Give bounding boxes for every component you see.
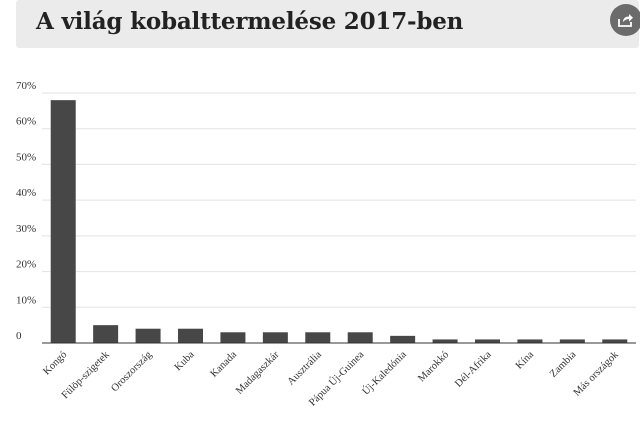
- bar: [50, 100, 76, 344]
- bar: [305, 332, 331, 343]
- bar: [602, 339, 628, 343]
- y-tick-label: 70%: [16, 80, 36, 92]
- y-tick-label: 40%: [16, 187, 36, 199]
- share-button[interactable]: [610, 4, 640, 36]
- bar: [432, 339, 458, 343]
- bar: [262, 332, 288, 343]
- bar: [178, 328, 203, 343]
- bars: [50, 100, 628, 344]
- x-tick-label: Kanada: [209, 349, 240, 380]
- bar: [559, 339, 585, 343]
- x-tick-label: Marokkó: [416, 349, 451, 384]
- y-tick-label: 0: [16, 330, 22, 342]
- share-icon: [618, 14, 633, 27]
- x-tick-label: Más országok: [572, 349, 622, 399]
- x-tick-label: Új-Kaledónia: [360, 348, 409, 397]
- chart-title: A világ kobalttermelése 2017-ben: [36, 8, 464, 35]
- chart-header: A világ kobalttermelése 2017-ben: [16, 0, 640, 48]
- x-tick-label: Dél-Afrika: [453, 349, 494, 390]
- x-tick-label: Oroszország: [109, 349, 154, 394]
- bar: [475, 339, 500, 343]
- bar: [517, 339, 543, 343]
- bar: [135, 328, 161, 343]
- bar: [347, 332, 373, 343]
- y-tick-label: 20%: [16, 259, 36, 271]
- bar: [93, 325, 119, 343]
- x-tick-label: Ausztrália: [286, 349, 325, 388]
- x-tick-label: Kongó: [41, 349, 69, 377]
- y-tick-label: 60%: [16, 116, 36, 128]
- x-tick-label: Madagaszkár: [234, 349, 282, 397]
- x-tick-label: Kuba: [173, 349, 197, 373]
- gridlines: [42, 92, 636, 308]
- y-tick-label: 10%: [16, 294, 36, 306]
- bar: [390, 335, 416, 343]
- y-tick-label: 50%: [16, 151, 36, 163]
- x-tick-label: Zambia: [548, 349, 579, 380]
- x-tick-label: Kína: [514, 349, 536, 371]
- y-axis-labels: 0 10% 20% 30% 40% 50% 60% 70%: [16, 80, 36, 342]
- bar: [220, 332, 246, 343]
- y-tick-label: 30%: [16, 223, 36, 235]
